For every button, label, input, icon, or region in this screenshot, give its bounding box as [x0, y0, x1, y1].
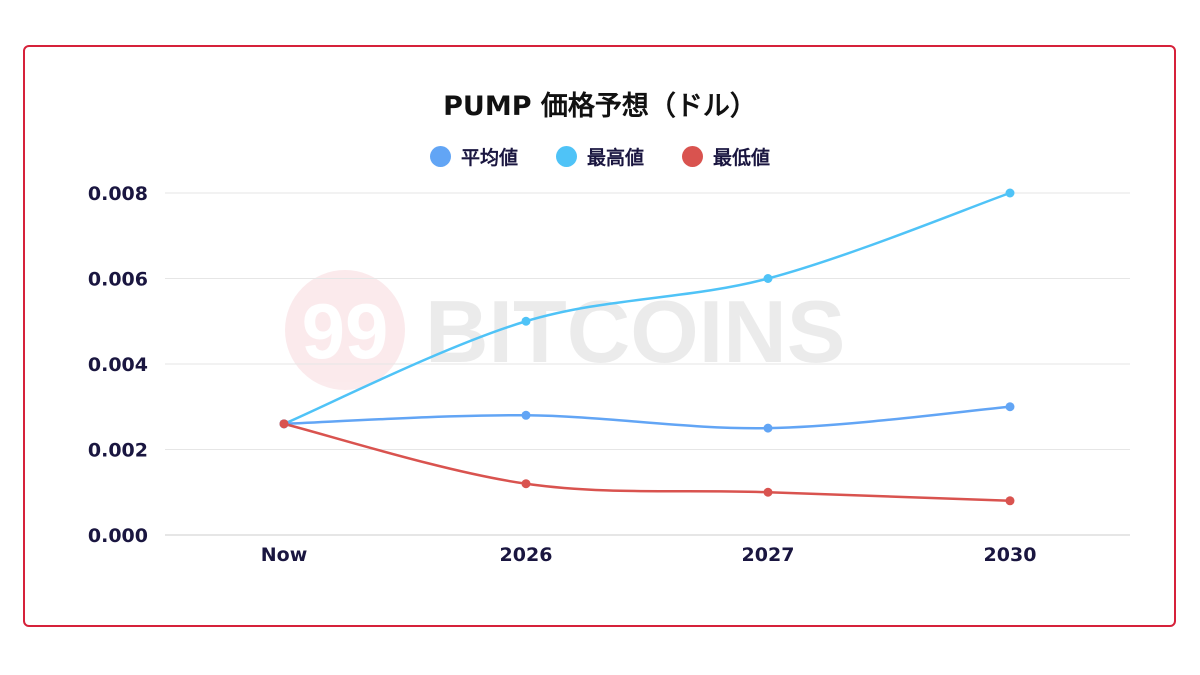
watermark-logo: 99 BITCOINS — [285, 270, 845, 390]
y-tick-label: 0.002 — [88, 440, 148, 462]
data-point — [1005, 188, 1015, 198]
series-line-1 — [283, 191, 1011, 426]
legend-item[interactable]: 最高値 — [555, 143, 644, 170]
chart-title: PUMP 価格予想（ドル） — [443, 91, 757, 122]
data-point — [763, 487, 773, 497]
data-point — [521, 316, 531, 326]
svg-text:99: 99 — [302, 287, 389, 375]
series-line-0 — [283, 405, 1011, 430]
legend-dot-icon — [682, 146, 703, 167]
data-point — [279, 419, 289, 429]
data-point — [1005, 496, 1015, 506]
data-point — [521, 410, 531, 420]
y-tick-label: 0.004 — [88, 354, 148, 376]
legend-item[interactable]: 最低値 — [682, 143, 770, 170]
x-tick-label: 2027 — [742, 544, 795, 566]
legend-dot-icon — [429, 146, 451, 167]
legend-label: 平均値 — [460, 147, 518, 169]
legend-label: 最低値 — [713, 147, 771, 169]
legend: 平均値 最高値 最低値 — [0, 143, 1200, 170]
chart-frame — [23, 45, 1176, 627]
legend-dot-icon — [555, 146, 577, 167]
x-tick-label: 2030 — [984, 544, 1037, 566]
x-tick-label: Now — [261, 544, 308, 566]
data-point — [521, 479, 531, 489]
y-tick-label: 0.006 — [88, 269, 148, 291]
legend-label: 最高値 — [586, 147, 644, 169]
legend-item[interactable]: 平均値 — [429, 143, 518, 170]
svg-text:BITCOINS: BITCOINS — [425, 282, 845, 381]
series-line-2 — [283, 422, 1011, 503]
data-point — [1005, 402, 1015, 412]
data-point — [763, 423, 773, 433]
x-tick-label: 2026 — [500, 544, 553, 566]
y-tick-label: 0.000 — [88, 525, 148, 547]
y-tick-label: 0.008 — [88, 183, 148, 205]
data-point — [763, 274, 773, 283]
